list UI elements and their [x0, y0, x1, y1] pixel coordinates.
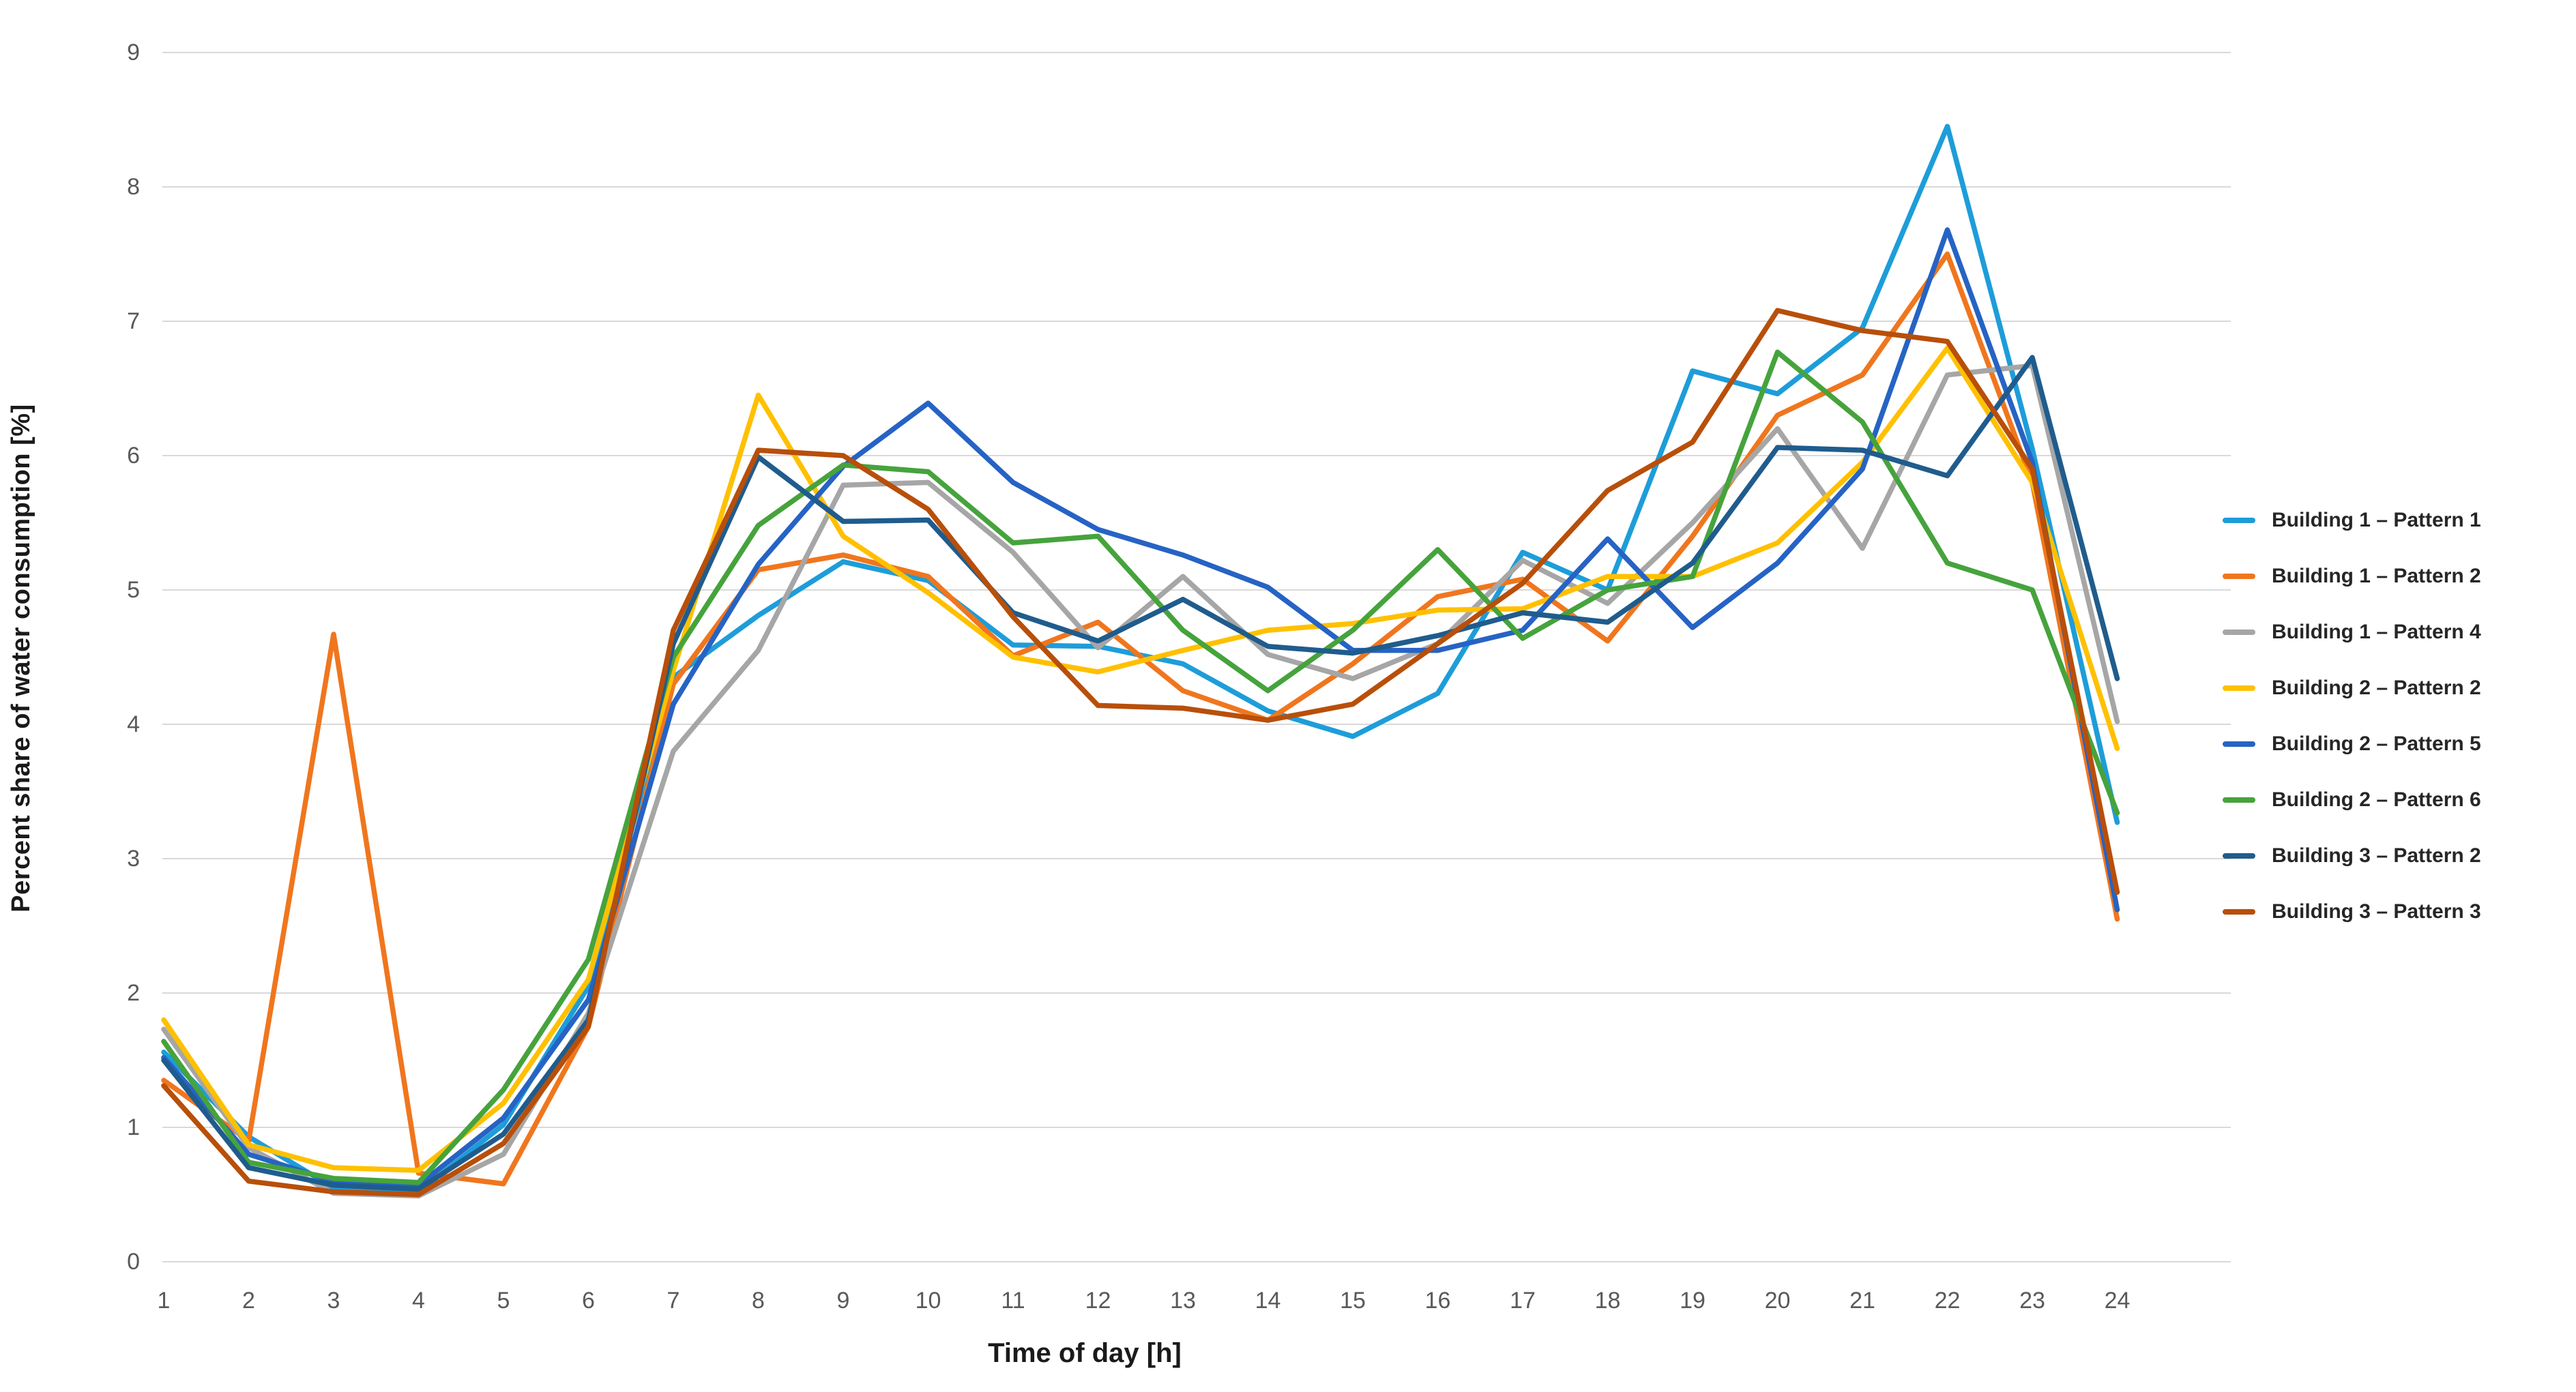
x-tick-label-23: 23: [2019, 1288, 2045, 1314]
legend-swatch-building-3-pattern-3: [2223, 909, 2255, 915]
legend-label-building-1-pattern-4: Building 1 – Pattern 4: [2272, 621, 2481, 643]
x-tick-label-6: 6: [582, 1288, 595, 1314]
series-line-building-2-pattern-6: [161, 349, 2120, 1185]
x-tick-label-12: 12: [1085, 1288, 1111, 1314]
series-line-building-2-pattern-2: [161, 345, 2120, 1173]
x-tick-label-9: 9: [837, 1288, 850, 1314]
x-tick-label-2: 2: [242, 1288, 255, 1314]
legend-item-building-2-pattern-2: Building 2 – Pattern 2: [2223, 660, 2481, 716]
x-tick-label-22: 22: [1935, 1288, 1961, 1314]
legend-item-building-2-pattern-5: Building 2 – Pattern 5: [2223, 716, 2481, 772]
y-tick-label-5: 5: [127, 577, 140, 603]
legend-label-building-2-pattern-6: Building 2 – Pattern 6: [2272, 788, 2481, 811]
series-line-building-3-pattern-3: [161, 308, 2120, 1198]
y-tick-label-8: 8: [127, 174, 140, 200]
legend-label-building-1-pattern-2: Building 1 – Pattern 2: [2272, 565, 2481, 587]
x-tick-label-16: 16: [1425, 1288, 1451, 1314]
y-tick-label-1: 1: [127, 1114, 140, 1140]
y-axis-title: Percent share of water consumption [%]: [7, 404, 35, 913]
legend-item-building-2-pattern-6: Building 2 – Pattern 6: [2223, 772, 2481, 828]
x-tick-label-15: 15: [1340, 1288, 1366, 1314]
legend-label-building-3-pattern-3: Building 3 – Pattern 3: [2272, 900, 2481, 923]
y-tick-label-0: 0: [127, 1249, 140, 1275]
legend-item-building-3-pattern-3: Building 3 – Pattern 3: [2223, 884, 2481, 940]
x-tick-label-24: 24: [2105, 1288, 2131, 1314]
legend-label-building-3-pattern-2: Building 3 – Pattern 2: [2272, 844, 2481, 867]
legend-item-building-1-pattern-1: Building 1 – Pattern 1: [2223, 492, 2481, 548]
x-tick-label-5: 5: [497, 1288, 510, 1314]
legend-swatch-building-2-pattern-6: [2223, 797, 2255, 803]
x-tick-label-3: 3: [327, 1288, 340, 1314]
x-tick-label-7: 7: [667, 1288, 680, 1314]
legend-label-building-1-pattern-1: Building 1 – Pattern 1: [2272, 509, 2481, 531]
x-tick-label-11: 11: [1001, 1288, 1025, 1314]
legend-swatch-building-1-pattern-4: [2223, 630, 2255, 635]
y-tick-label-4: 4: [127, 711, 140, 737]
series-line-building-1-pattern-4: [161, 363, 2120, 1199]
legend-swatch-building-2-pattern-5: [2223, 741, 2255, 747]
x-tick-label-4: 4: [412, 1288, 425, 1314]
legend-item-building-3-pattern-2: Building 3 – Pattern 2: [2223, 828, 2481, 884]
x-tick-label-17: 17: [1510, 1288, 1536, 1314]
y-tick-label-7: 7: [127, 308, 140, 334]
series-line-building-1-pattern-2: [161, 251, 2120, 1187]
x-tick-label-1: 1: [158, 1288, 171, 1314]
legend-label-building-2-pattern-2: Building 2 – Pattern 2: [2272, 677, 2481, 699]
legend-swatch-building-1-pattern-2: [2223, 574, 2255, 579]
x-tick-label-18: 18: [1595, 1288, 1621, 1314]
y-tick-label-3: 3: [127, 846, 140, 872]
x-tick-label-14: 14: [1255, 1288, 1281, 1314]
series-line-building-2-pattern-5: [161, 227, 2120, 1188]
series-line-building-3-pattern-2: [161, 355, 2120, 1192]
y-tick-label-2: 2: [127, 980, 140, 1006]
legend-item-building-1-pattern-2: Building 1 – Pattern 2: [2223, 548, 2481, 604]
x-tick-label-19: 19: [1680, 1288, 1706, 1314]
x-tick-label-10: 10: [916, 1288, 941, 1314]
x-axis-title: Time of day [h]: [988, 1338, 1182, 1368]
legend-swatch-building-1-pattern-1: [2223, 518, 2255, 523]
x-tick-label-20: 20: [1765, 1288, 1791, 1314]
legend-item-building-1-pattern-4: Building 1 – Pattern 4: [2223, 604, 2481, 660]
y-tick-label-9: 9: [127, 40, 140, 65]
y-tick-label-6: 6: [127, 443, 140, 469]
x-tick-label-13: 13: [1170, 1288, 1196, 1314]
legend-swatch-building-3-pattern-2: [2223, 853, 2255, 859]
legend: Building 1 – Pattern 1 Building 1 – Patte…: [2223, 492, 2481, 940]
legend-label-building-2-pattern-5: Building 2 – Pattern 5: [2272, 732, 2481, 755]
x-tick-label-8: 8: [752, 1288, 765, 1314]
legend-swatch-building-2-pattern-2: [2223, 685, 2255, 691]
x-tick-label-21: 21: [1849, 1288, 1875, 1314]
